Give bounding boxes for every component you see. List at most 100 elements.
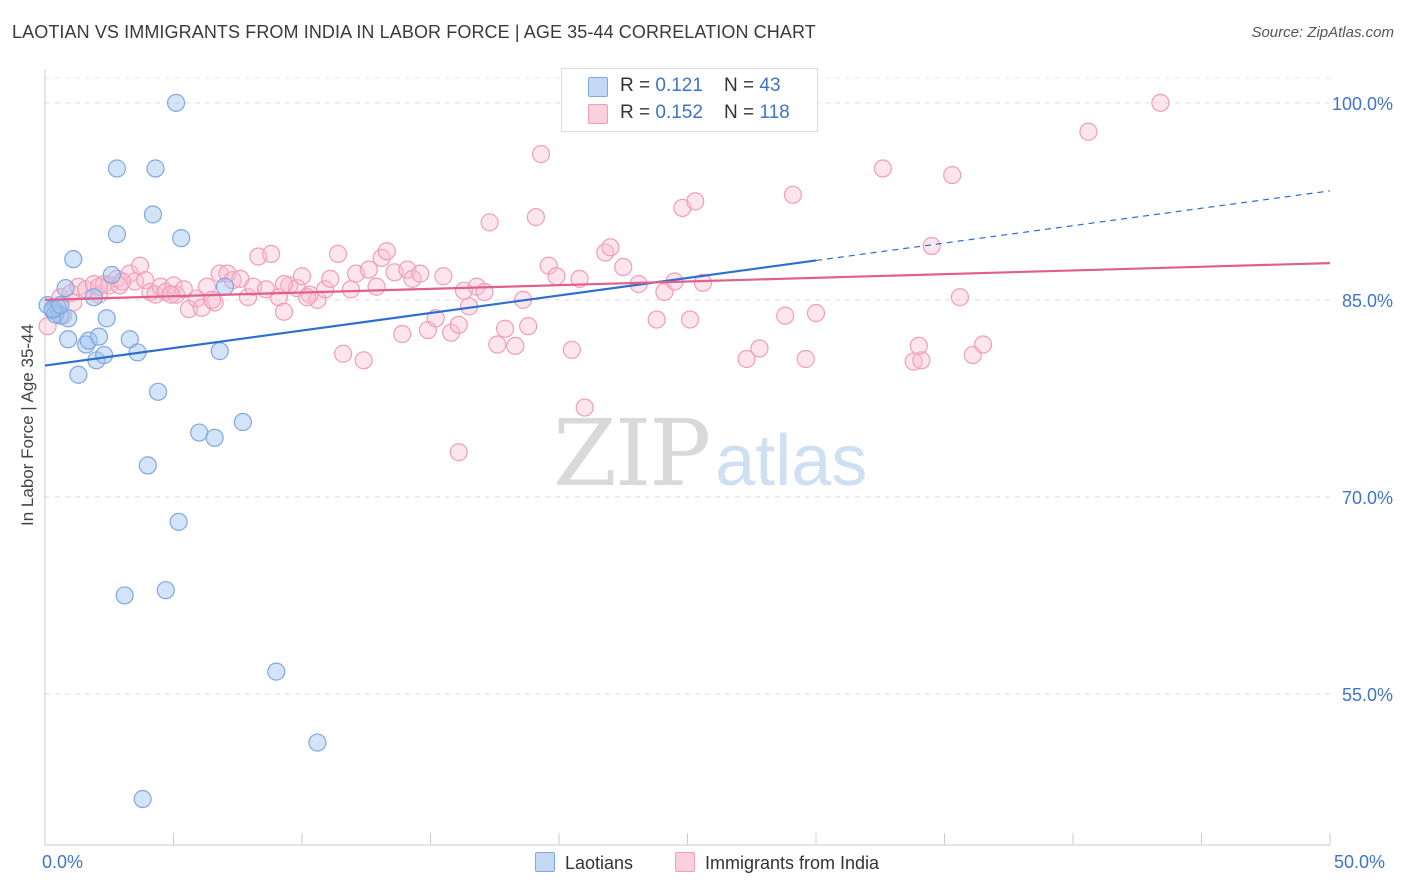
laotians-point: [64, 250, 83, 269]
laotians-point: [115, 586, 134, 605]
x-tick-label-min: 0.0%: [42, 852, 84, 872]
india-point: [796, 349, 815, 369]
legend-swatch-india: [588, 104, 608, 124]
series-legend: Laotians Immigrants from India: [0, 852, 1406, 878]
india-point: [531, 144, 551, 164]
laotians-point: [51, 296, 70, 315]
india-point: [130, 256, 150, 275]
laotians-point: [79, 331, 98, 350]
india-point: [776, 306, 795, 325]
india-point: [187, 289, 206, 308]
india-point: [411, 264, 430, 283]
n-label: N =: [724, 102, 760, 123]
laotians-point: [102, 265, 121, 285]
india-point: [526, 208, 545, 227]
legend-row-india: R = 0.152 N = 118: [562, 101, 817, 127]
n-value: 118: [759, 102, 790, 123]
india-point: [449, 443, 468, 462]
india-point: [909, 336, 928, 355]
chart-title: LAOTIAN VS IMMIGRANTS FROM INDIA IN LABO…: [12, 22, 816, 42]
laotians-point: [233, 412, 252, 432]
laotians-trend-line: [44, 259, 817, 367]
laotians-point: [215, 277, 234, 296]
legend-stats-india: R = 0.152 N = 118: [620, 102, 790, 124]
laotians-trend-extension: [815, 190, 1331, 262]
y-tick-label: 85.0%: [1342, 291, 1393, 311]
legend-swatch-laotians: [588, 77, 608, 97]
india-point: [601, 238, 620, 257]
legend-item-laotians: Laotians: [535, 852, 633, 874]
india-point: [647, 310, 666, 329]
india-point: [426, 309, 445, 328]
india-point: [449, 315, 468, 334]
laotians-point: [69, 365, 88, 384]
india-point: [488, 335, 507, 354]
laotians-point: [190, 423, 209, 442]
y-tick-label: 100.0%: [1332, 94, 1393, 114]
legend-stats-laotians: R = 0.121 N = 43: [620, 75, 781, 97]
r-value: 0.152: [655, 102, 703, 123]
laotians-point: [308, 733, 327, 752]
laotians-point: [89, 327, 109, 346]
india-trend-line: [44, 261, 1331, 301]
laotians-point: [148, 382, 168, 401]
india-point: [614, 257, 633, 277]
y-axis-title: In Labor Force | Age 35-44: [18, 324, 37, 526]
india-point: [693, 273, 713, 292]
source-label: Source: ZipAtlas.com: [1251, 24, 1394, 41]
laotians-point: [133, 789, 152, 809]
laotians-point: [156, 581, 175, 600]
y-tick-label: 70.0%: [1342, 488, 1393, 508]
laotians-point: [97, 309, 116, 328]
india-point: [480, 213, 499, 232]
india-point: [274, 302, 294, 321]
watermark-atlas: atlas: [715, 421, 868, 501]
india-point: [570, 269, 589, 288]
n-value: 43: [759, 75, 781, 96]
legend-swatch: [535, 852, 555, 872]
r-label: R =: [620, 75, 656, 96]
india-point: [950, 288, 970, 307]
y-axis-title-wrap: In Labor Force | Age 35-44: [16, 260, 40, 590]
india-point: [912, 351, 931, 370]
india-point: [274, 275, 294, 294]
n-label: N =: [724, 75, 760, 96]
india-point: [1151, 93, 1170, 112]
laotians-point: [166, 93, 186, 112]
india-point: [359, 260, 378, 279]
legend-swatch: [675, 852, 695, 872]
india-point: [89, 277, 109, 296]
india-point: [334, 344, 353, 363]
india-point: [377, 242, 396, 261]
india-point: [922, 236, 941, 256]
india-point: [686, 192, 705, 211]
legend-row-laotians: R = 0.121 N = 43: [562, 74, 817, 100]
laotians-point: [169, 512, 188, 531]
india-point: [292, 267, 312, 286]
india-point: [161, 285, 181, 304]
india-point: [1079, 122, 1098, 141]
laotians-point: [56, 278, 75, 298]
laotians-point: [172, 229, 191, 248]
india-point: [973, 335, 993, 354]
india-point: [112, 272, 132, 291]
laotians-point: [146, 159, 165, 178]
laotians-point: [143, 205, 163, 224]
india-point: [341, 280, 360, 299]
legend-label: Immigrants from India: [705, 853, 880, 873]
india-point: [495, 319, 515, 338]
india-point: [262, 244, 281, 263]
india-point: [136, 271, 155, 290]
india-point: [547, 267, 566, 286]
india-point: [680, 310, 700, 329]
india-point: [873, 159, 892, 178]
laotians-point: [205, 428, 224, 447]
watermark-zip: ZIP: [553, 400, 711, 507]
india-point: [519, 317, 538, 336]
legend-label: Laotians: [565, 853, 634, 873]
india-point: [506, 336, 525, 355]
india-point: [783, 185, 802, 204]
laotians-point: [95, 345, 114, 365]
r-value: 0.121: [655, 75, 703, 96]
